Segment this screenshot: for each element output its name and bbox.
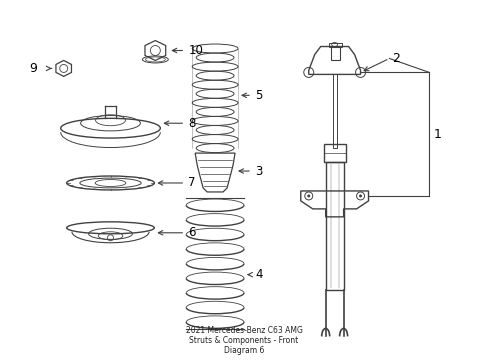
Text: 6: 6 bbox=[188, 226, 195, 239]
Circle shape bbox=[358, 194, 361, 197]
Bar bbox=[323, 144, 345, 162]
Bar bbox=[330, 46, 339, 60]
Text: 5: 5 bbox=[254, 89, 262, 102]
Text: 3: 3 bbox=[254, 165, 262, 177]
Text: 1: 1 bbox=[432, 128, 440, 141]
Text: 9: 9 bbox=[29, 62, 37, 75]
Bar bbox=[325, 162, 343, 289]
Bar bbox=[332, 75, 336, 148]
Text: 4: 4 bbox=[254, 268, 262, 281]
Circle shape bbox=[306, 194, 309, 197]
Text: 7: 7 bbox=[188, 176, 195, 189]
Bar bbox=[328, 42, 341, 46]
Text: 2021 Mercedes-Benz C63 AMG
Struts & Components - Front
Diagram 6: 2021 Mercedes-Benz C63 AMG Struts & Comp… bbox=[185, 325, 302, 355]
Text: 10: 10 bbox=[188, 44, 203, 57]
Text: 8: 8 bbox=[188, 117, 195, 130]
Text: 2: 2 bbox=[392, 52, 400, 65]
